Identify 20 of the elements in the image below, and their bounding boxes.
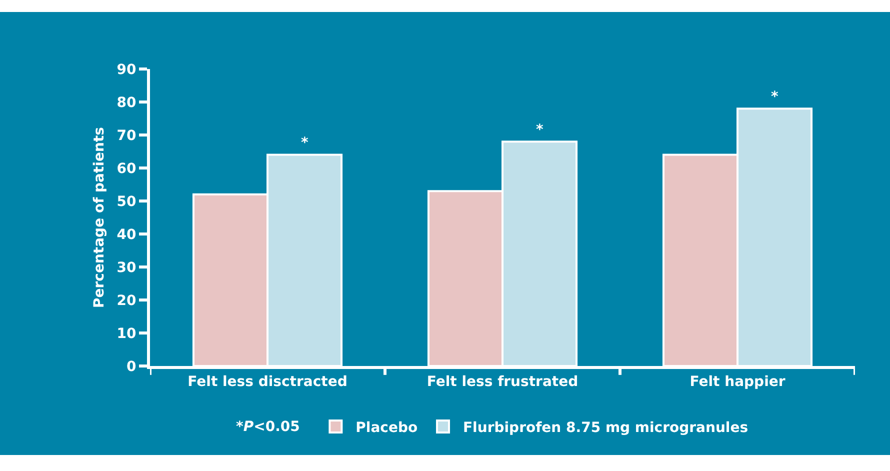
legend-label: Flurbiprofen 8.75 mg microgranules	[462, 420, 748, 436]
annotation: *	[536, 122, 544, 138]
annotation: *	[771, 89, 779, 105]
y-tick-label: 80	[116, 94, 136, 111]
text: *P<0.05	[236, 419, 300, 435]
legend-label: Placebo	[356, 420, 418, 436]
y-tick-label: 0	[126, 358, 136, 375]
y-tick-label: 30	[116, 260, 136, 276]
y-tick-label: 90	[116, 62, 136, 78]
y-tick-label: 70	[116, 128, 136, 144]
x-tick-label: Felt less disctracted	[188, 374, 348, 390]
y-tick-label: 20	[116, 292, 136, 309]
x-tick-label: Felt happier	[690, 374, 786, 390]
annotation: *	[301, 135, 309, 151]
y-tick-label: 40	[116, 226, 136, 243]
y-tick-label: 50	[116, 194, 136, 210]
y-axis-title: Percentage of patients	[91, 127, 108, 308]
y-tick-label: 10	[116, 326, 136, 342]
x-tick-label: Felt less frustrated	[426, 374, 578, 390]
y-tick-label: 60	[116, 160, 136, 177]
